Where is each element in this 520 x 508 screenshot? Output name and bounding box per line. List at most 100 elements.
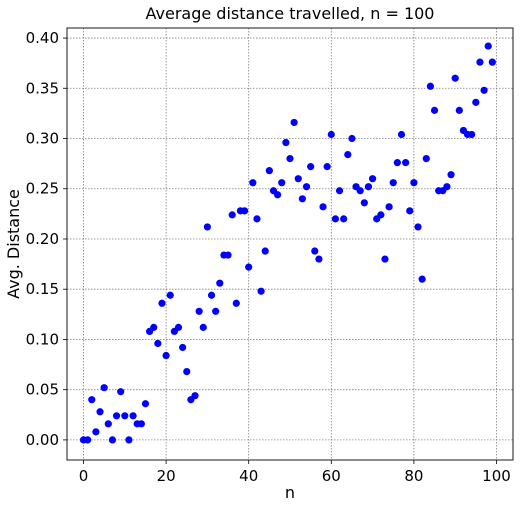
data-point bbox=[377, 211, 385, 219]
data-point bbox=[207, 291, 216, 299]
data-point bbox=[331, 215, 340, 223]
data-point bbox=[344, 150, 352, 159]
data-point bbox=[447, 171, 455, 179]
y-tick-label: 0.10 bbox=[26, 330, 59, 348]
data-point bbox=[397, 130, 406, 139]
data-points bbox=[79, 42, 496, 444]
data-point bbox=[406, 207, 414, 215]
data-point bbox=[224, 251, 232, 259]
data-point bbox=[108, 436, 117, 444]
data-point bbox=[166, 291, 174, 299]
data-point bbox=[129, 412, 137, 420]
data-point bbox=[340, 215, 348, 223]
data-point bbox=[476, 58, 484, 66]
y-tick-label: 0.00 bbox=[26, 431, 59, 449]
x-tick-label: 60 bbox=[322, 467, 341, 485]
y-tick-label: 0.05 bbox=[26, 381, 59, 399]
data-point bbox=[443, 183, 451, 191]
y-tick-label: 0.15 bbox=[26, 280, 59, 298]
data-point bbox=[195, 307, 203, 315]
data-point bbox=[232, 299, 240, 307]
data-point bbox=[385, 203, 393, 211]
data-point bbox=[249, 179, 257, 187]
x-tick-label: 80 bbox=[404, 467, 423, 485]
data-point bbox=[319, 203, 327, 211]
data-point bbox=[141, 400, 150, 408]
x-tick-label: 40 bbox=[239, 467, 258, 485]
data-point bbox=[162, 351, 170, 360]
data-point bbox=[402, 159, 410, 167]
data-point bbox=[191, 392, 199, 400]
data-point bbox=[282, 138, 290, 147]
y-tick-label: 0.20 bbox=[26, 230, 59, 248]
data-point bbox=[278, 179, 286, 187]
data-point bbox=[393, 159, 401, 167]
data-point bbox=[117, 388, 125, 396]
data-point bbox=[484, 42, 492, 50]
plot-frame bbox=[66, 27, 514, 461]
data-point bbox=[100, 384, 108, 392]
data-point bbox=[240, 207, 249, 215]
data-point bbox=[290, 118, 298, 127]
data-point bbox=[257, 287, 265, 295]
x-tick-label: 0 bbox=[79, 467, 89, 485]
x-tick-label: 20 bbox=[157, 467, 176, 485]
x-axis-label: n bbox=[285, 483, 295, 502]
chart-title: Average distance travelled, n = 100 bbox=[146, 4, 435, 23]
data-point bbox=[311, 247, 319, 255]
data-point bbox=[368, 175, 377, 183]
data-point bbox=[121, 412, 129, 420]
data-point bbox=[96, 408, 104, 416]
data-point bbox=[468, 130, 476, 139]
data-point bbox=[274, 191, 282, 199]
data-point bbox=[84, 436, 92, 444]
x-tick-label: 100 bbox=[482, 467, 511, 485]
data-point bbox=[488, 58, 496, 66]
data-point bbox=[327, 130, 335, 139]
data-point bbox=[253, 215, 261, 223]
data-point bbox=[261, 247, 269, 255]
y-axis-ticks: 0.00 0.05 0.10 0.15 0.20 0.25 0.30 0.35 0.40 bbox=[26, 29, 67, 449]
grid-lines bbox=[67, 28, 513, 460]
data-point bbox=[360, 199, 368, 207]
data-point bbox=[422, 155, 430, 163]
data-point bbox=[150, 323, 158, 331]
data-point bbox=[245, 263, 253, 271]
data-point bbox=[480, 86, 488, 94]
data-point bbox=[414, 223, 422, 231]
data-point bbox=[381, 255, 389, 263]
y-tick-label: 0.40 bbox=[26, 29, 59, 47]
data-point bbox=[410, 179, 418, 187]
data-point bbox=[104, 420, 112, 428]
data-point bbox=[455, 106, 463, 114]
data-point bbox=[323, 163, 331, 171]
data-point bbox=[356, 187, 364, 195]
data-point bbox=[298, 195, 306, 203]
data-point bbox=[112, 412, 121, 420]
data-point bbox=[174, 323, 183, 331]
data-point bbox=[307, 163, 315, 171]
data-point bbox=[154, 339, 162, 348]
data-point bbox=[265, 167, 273, 175]
data-point bbox=[158, 299, 166, 307]
data-point bbox=[430, 106, 439, 114]
data-point bbox=[199, 323, 207, 331]
data-point bbox=[364, 183, 373, 191]
data-point bbox=[92, 428, 100, 436]
data-point bbox=[348, 134, 356, 143]
y-axis-label: Avg. Distance bbox=[4, 189, 23, 299]
data-point bbox=[179, 343, 187, 352]
data-point bbox=[426, 82, 435, 90]
data-point bbox=[125, 436, 133, 444]
data-point bbox=[286, 155, 294, 163]
y-tick-label: 0.35 bbox=[26, 79, 59, 97]
data-point bbox=[183, 367, 191, 376]
data-point bbox=[294, 175, 302, 183]
data-point bbox=[472, 98, 480, 106]
data-point bbox=[302, 183, 311, 191]
data-point bbox=[389, 179, 397, 187]
data-point bbox=[228, 211, 236, 219]
data-point bbox=[203, 223, 212, 231]
data-point bbox=[335, 187, 344, 195]
